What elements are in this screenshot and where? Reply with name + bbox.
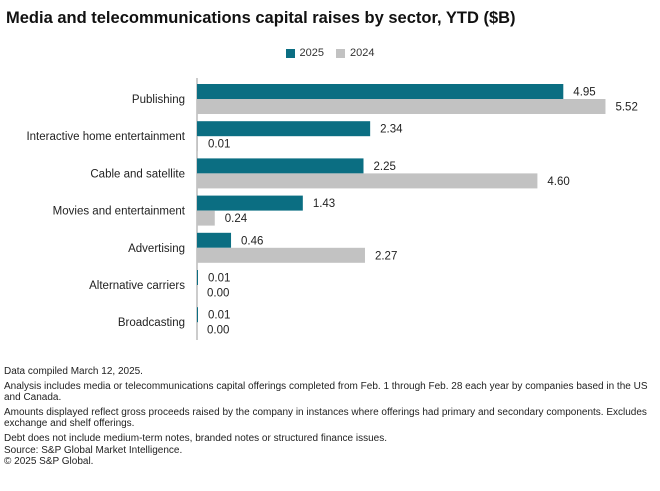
bar-alternative-carriers-2025 xyxy=(197,270,198,285)
data-label-advertising-2025: 0.46 xyxy=(241,235,263,247)
data-label-advertising-2024: 2.27 xyxy=(375,250,397,262)
data-label-publishing-2025: 4.95 xyxy=(573,87,595,99)
data-label-interactive-home-entertainment-2025: 2.34 xyxy=(380,124,403,136)
legend-label-2025: 2025 xyxy=(299,47,324,59)
category-label-alternative-carriers: Alternative carriers xyxy=(89,280,185,292)
bar-interactive-home-entertainment-2025 xyxy=(197,121,371,137)
bar-movies-and-entertainment-2025 xyxy=(197,195,303,211)
data-label-movies-and-entertainment-2025: 1.43 xyxy=(313,198,335,210)
bar-advertising-2025 xyxy=(197,232,232,248)
category-label-advertising: Advertising xyxy=(128,243,185,255)
chart-title: Media and telecommunications capital rai… xyxy=(6,9,516,27)
legend-swatch-2024 xyxy=(336,48,345,58)
note-amounts: Amounts displayed reflect gross proceeds… xyxy=(4,406,647,430)
bar-advertising-2024 xyxy=(197,247,365,263)
note-analysis-scope: Analysis includes media or telecommunica… xyxy=(4,380,648,404)
bar-cable-and-satellite-2025 xyxy=(197,158,364,174)
data-label-broadcasting-2024: 0.00 xyxy=(207,325,229,337)
bar-publishing-2025 xyxy=(197,84,564,99)
data-label-cable-and-satellite-2025: 2.25 xyxy=(374,161,396,173)
category-label-publishing: Publishing xyxy=(132,94,185,106)
data-label-movies-and-entertainment-2024: 0.24 xyxy=(225,213,248,225)
data-label-alternative-carriers-2025: 0.01 xyxy=(208,273,230,285)
note-debt: Debt does not include medium-term notes,… xyxy=(4,432,387,444)
legend-item-2024: 2024 xyxy=(336,47,374,59)
data-label-broadcasting-2025: 0.01 xyxy=(208,310,230,322)
category-label-broadcasting: Broadcasting xyxy=(118,317,185,329)
chart-notes: Data compiled March 12, 2025. Analysis i… xyxy=(4,366,656,468)
legend-item-2025: 2025 xyxy=(285,47,324,59)
bar-chart: Publishing 4.95 5.52 Interactive home enter… xyxy=(26,78,638,340)
legend-swatch-2025 xyxy=(285,48,295,58)
data-label-interactive-home-entertainment-2024: 0.01 xyxy=(208,139,230,151)
note-copyright: © 2025 S&P Global. xyxy=(4,456,94,468)
legend-label-2024: 2024 xyxy=(350,47,375,59)
data-label-publishing-2024: 5.52 xyxy=(615,102,637,114)
category-label-movies-and-entertainment: Movies and entertainment xyxy=(53,206,186,218)
category-label-interactive-home-entertainment: Interactive home entertainment xyxy=(26,131,185,143)
category-label-cable-and-satellite: Cable and satellite xyxy=(90,168,185,180)
bar-movies-and-entertainment-2024 xyxy=(197,210,215,226)
data-label-alternative-carriers-2024: 0.00 xyxy=(207,288,229,300)
bar-publishing-2024 xyxy=(197,99,606,114)
bar-cable-and-satellite-2024 xyxy=(197,173,538,189)
note-data-compiled: Data compiled March 12, 2025. xyxy=(4,366,143,377)
note-source: Source: S&P Global Market Intelligence. xyxy=(4,444,183,456)
bar-broadcasting-2025 xyxy=(197,307,198,323)
data-label-cable-and-satellite-2024: 4.60 xyxy=(547,176,569,188)
legend: 2025 2024 xyxy=(0,47,660,59)
bar-interactive-home-entertainment-2024 xyxy=(197,136,198,152)
